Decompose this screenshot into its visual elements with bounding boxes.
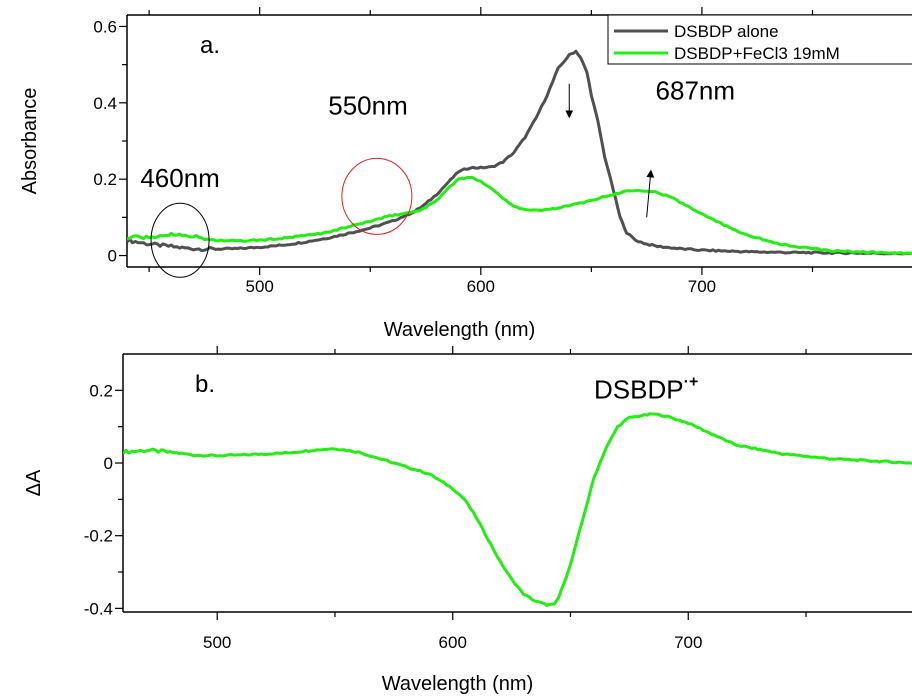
- chart-panel-b: 500 600 700 -0.4 -0.2 0 0.2 Wavelength (nm) ΔA b.…: [23, 346, 912, 695]
- series-group: [127, 49, 912, 256]
- x-axis-title: Wavelength (nm): [384, 319, 536, 341]
- y-tick-label: 0: [108, 247, 117, 266]
- y-tick-label: 0.4: [93, 94, 117, 113]
- highlight-circle: [341, 157, 413, 235]
- y-tick-label: 0.6: [93, 17, 117, 36]
- x-axis-title: Wavelength (nm): [382, 673, 534, 695]
- series-group: [123, 412, 912, 607]
- y-tick-label: 0: [104, 454, 113, 473]
- chart-panel-a: 500 600 700 0 0.2 0.4 0.6 Wavelength (nm) Absorb…: [19, 7, 912, 341]
- annotation-superscript: ·+: [684, 373, 699, 390]
- x-tick-label: 500: [245, 277, 273, 296]
- legend-box: [607, 14, 912, 65]
- y-axis-title: ΔA: [23, 469, 45, 496]
- series-line-1: [127, 49, 912, 256]
- series-line-1: [123, 412, 912, 607]
- y-axis-title: Absorbance: [19, 88, 41, 195]
- highlight-circle: [150, 202, 210, 278]
- x-tick-label: 700: [688, 277, 716, 296]
- y-tick-label: -0.2: [84, 527, 113, 546]
- x-tick-label: 500: [203, 633, 231, 652]
- x-tick-label: 600: [439, 633, 467, 652]
- y-tick-label: 0.2: [89, 381, 113, 400]
- legend-entry-1: DSBDP alone: [674, 22, 779, 41]
- annotation-label: 550nm: [328, 91, 408, 121]
- series-line-2: [127, 176, 912, 256]
- y-tick-label: -0.4: [84, 599, 113, 618]
- panel-label: b.: [195, 371, 215, 398]
- x-tick-label: 700: [674, 633, 702, 652]
- annotation-main: DSBDP: [594, 374, 684, 404]
- annotation-label: 460nm: [140, 163, 220, 193]
- y-tick-label: 0.2: [93, 170, 117, 189]
- x-tick-label: 600: [467, 277, 495, 296]
- legend: DSBDP alone DSBDP+FeCl3 19mM: [607, 14, 912, 65]
- arrow: [646, 169, 655, 218]
- panel-label: a.: [200, 32, 220, 59]
- annotation-label: DSBDP·+: [594, 373, 698, 404]
- annotation-label: 687nm: [656, 75, 736, 105]
- legend-entry-2: DSBDP+FeCl3 19mM: [674, 44, 840, 63]
